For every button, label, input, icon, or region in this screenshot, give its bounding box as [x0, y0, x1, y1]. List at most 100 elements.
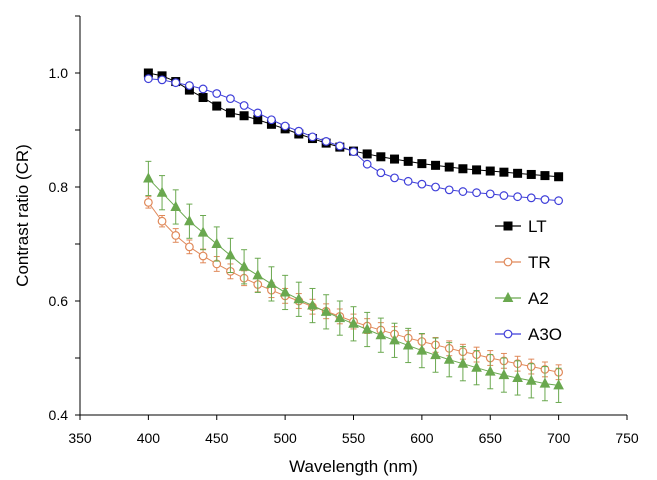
data-point [403, 176, 413, 186]
x-tick-label: 500 [273, 430, 297, 446]
data-point [184, 215, 195, 226]
data-point [539, 377, 551, 388]
data-point [390, 173, 399, 183]
data-point [554, 172, 564, 182]
data-point [416, 344, 428, 355]
data-point [253, 108, 263, 118]
data-point [279, 286, 291, 297]
data-point [143, 74, 153, 84]
data-point [513, 192, 522, 202]
data-point [443, 353, 455, 364]
data-point [307, 299, 318, 310]
data-point [403, 156, 413, 166]
data-point [239, 101, 249, 110]
data-point [334, 312, 346, 323]
x-tick-label: 650 [479, 430, 503, 446]
legend-item-tr: TR [495, 253, 551, 272]
data-point [143, 197, 153, 207]
data-point [457, 357, 469, 368]
data-point [513, 168, 523, 178]
data-point [280, 121, 290, 131]
legend-label: LT [528, 217, 547, 236]
series-tr [143, 196, 564, 381]
data-point [294, 126, 304, 136]
data-point [484, 365, 496, 376]
legend-item-a3o: A3O [495, 325, 562, 344]
data-point [226, 94, 235, 104]
series-a3o [143, 74, 564, 206]
data-point [499, 191, 509, 200]
data-point [348, 317, 359, 328]
data-point [485, 166, 495, 176]
data-point [239, 111, 249, 121]
data-point [349, 147, 358, 157]
legend-item-lt: LT [495, 217, 547, 236]
data-point [431, 182, 440, 192]
data-point [184, 242, 194, 252]
x-tick-label: 400 [137, 430, 161, 446]
data-point [157, 75, 167, 85]
legend-marker [503, 257, 513, 267]
y-tick-label: 1.0 [49, 65, 69, 81]
series-a2 [143, 160, 564, 403]
legend-marker [503, 221, 513, 231]
data-point [308, 132, 317, 142]
data-point [444, 162, 454, 172]
data-point [390, 154, 400, 164]
data-point [321, 136, 331, 146]
legend-label: A2 [528, 289, 549, 308]
data-point [526, 193, 536, 203]
x-tick-label: 750 [615, 430, 639, 446]
data-point [485, 189, 495, 199]
y-tick-label: 0.8 [49, 179, 69, 195]
data-point [430, 349, 441, 360]
y-tick-label: 0.6 [49, 293, 69, 309]
legend-marker [503, 329, 513, 339]
legend-marker [502, 291, 514, 302]
data-point [320, 305, 332, 316]
data-point [238, 260, 250, 271]
data-point [143, 172, 154, 183]
data-point [431, 160, 441, 170]
x-tick-label: 350 [68, 430, 92, 446]
data-point [498, 369, 510, 380]
data-point [512, 371, 523, 382]
data-point [184, 81, 194, 90]
data-point [293, 293, 305, 304]
data-point [198, 84, 208, 94]
data-point [197, 226, 209, 237]
data-point [171, 78, 181, 88]
data-point [540, 171, 550, 181]
data-point [458, 164, 468, 174]
data-point [170, 200, 182, 211]
data-point [252, 269, 264, 280]
data-point [361, 323, 373, 334]
data-point [499, 167, 509, 177]
y-ticks: 0.4 0.6 0.8 1.0 [49, 15, 80, 423]
data-point [554, 196, 564, 206]
series-line-lt [148, 72, 559, 178]
data-point [225, 249, 236, 260]
data-point [225, 108, 235, 118]
series-layer [143, 68, 564, 403]
data-point [335, 141, 345, 151]
y-tick-label: 0.4 [49, 407, 69, 423]
data-point [198, 251, 208, 261]
data-point [266, 277, 277, 288]
data-point [472, 188, 481, 198]
data-point [362, 159, 372, 169]
data-point [362, 149, 372, 159]
series-line-tr [147, 202, 559, 373]
series-line-a3o [148, 78, 559, 202]
data-point [212, 101, 222, 111]
data-point [156, 186, 168, 197]
data-point [444, 185, 454, 195]
data-point [171, 231, 181, 240]
data-point [417, 159, 427, 169]
y-axis-title: Contrast ratio (CR) [13, 144, 32, 287]
x-tick-label: 550 [342, 430, 366, 446]
data-point [525, 374, 537, 385]
x-tick-label: 450 [205, 430, 229, 446]
x-tick-label: 700 [547, 430, 571, 446]
